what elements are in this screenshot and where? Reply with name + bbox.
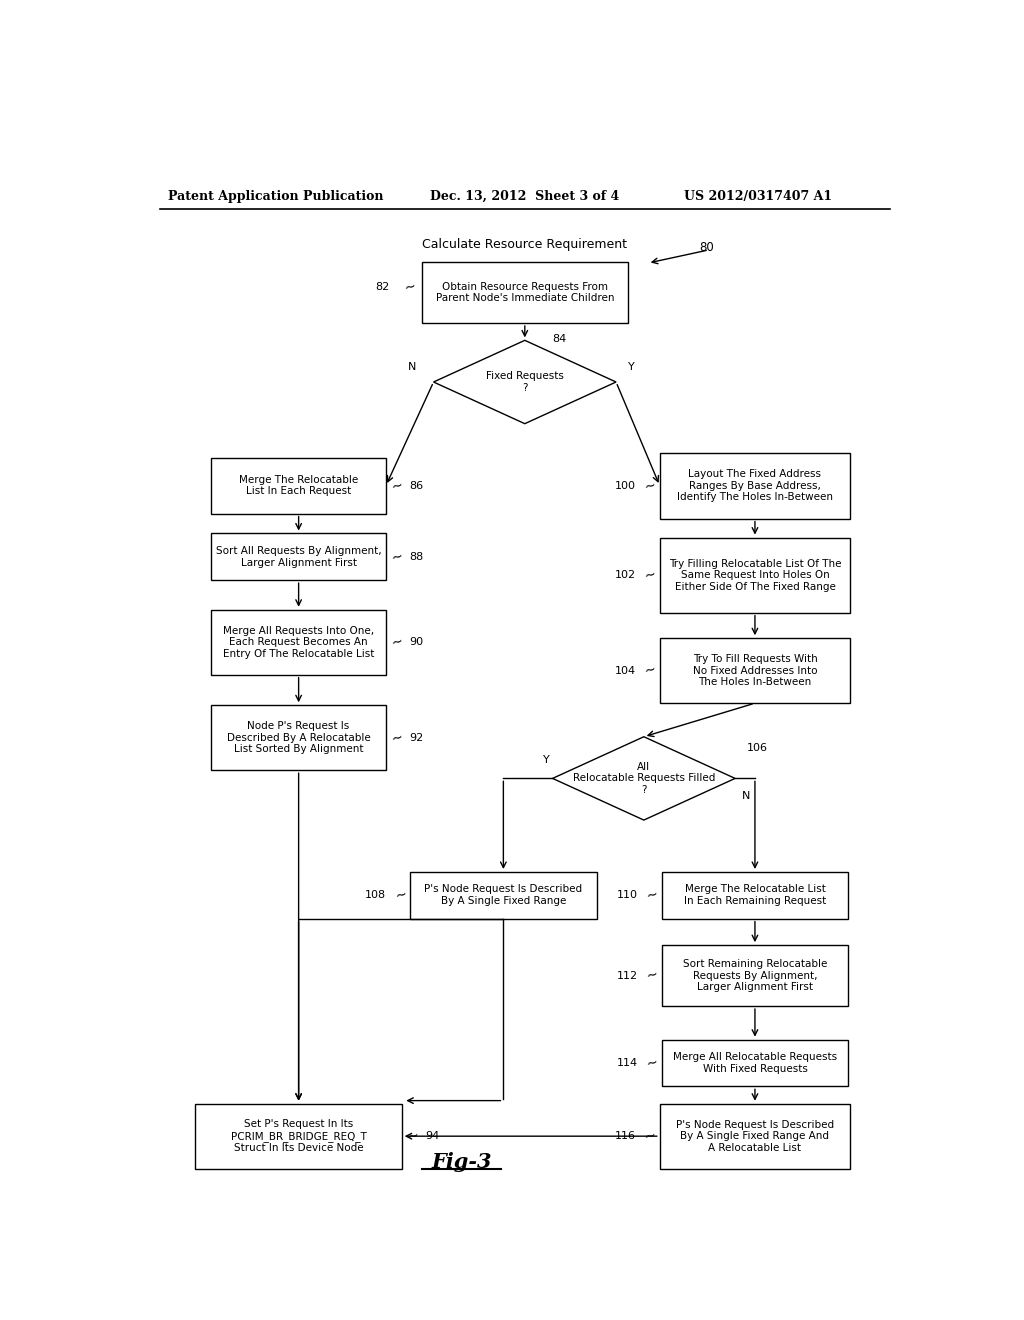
Text: 116: 116 xyxy=(614,1131,636,1142)
Text: ~: ~ xyxy=(389,478,404,494)
Text: Try Filling Relocatable List Of The
Same Request Into Holes On
Either Side Of Th: Try Filling Relocatable List Of The Same… xyxy=(669,558,841,591)
Text: ~: ~ xyxy=(643,478,657,494)
Text: 100: 100 xyxy=(614,480,636,491)
Text: Node P's Request Is
Described By A Relocatable
List Sorted By Alignment: Node P's Request Is Described By A Reloc… xyxy=(226,721,371,754)
Text: P's Node Request Is Described
By A Single Fixed Range And
A Relocatable List: P's Node Request Is Described By A Singl… xyxy=(676,1119,834,1152)
Text: 84: 84 xyxy=(553,334,567,345)
FancyBboxPatch shape xyxy=(211,458,386,513)
Text: Fixed Requests
?: Fixed Requests ? xyxy=(485,371,564,393)
Text: ~: ~ xyxy=(643,663,657,678)
Text: Dec. 13, 2012  Sheet 3 of 4: Dec. 13, 2012 Sheet 3 of 4 xyxy=(430,190,618,202)
Text: Y: Y xyxy=(628,362,635,372)
Text: Merge All Relocatable Requests
With Fixed Requests: Merge All Relocatable Requests With Fixe… xyxy=(673,1052,837,1073)
Text: ~: ~ xyxy=(389,634,404,651)
Text: ~: ~ xyxy=(645,968,659,983)
FancyBboxPatch shape xyxy=(659,1104,850,1168)
Text: Merge All Requests Into One,
Each Request Becomes An
Entry Of The Relocatable Li: Merge All Requests Into One, Each Reques… xyxy=(223,626,375,659)
Text: 92: 92 xyxy=(410,733,424,743)
Text: 80: 80 xyxy=(699,242,714,255)
Text: N: N xyxy=(409,362,417,372)
Text: ~: ~ xyxy=(645,1055,659,1072)
FancyBboxPatch shape xyxy=(411,873,597,919)
Text: Set P's Request In Its
PCRIM_BR_BRIDGE_REQ_T
Struct In Its Device Node: Set P's Request In Its PCRIM_BR_BRIDGE_R… xyxy=(230,1119,367,1154)
FancyBboxPatch shape xyxy=(211,533,386,581)
Text: Sort Remaining Relocatable
Requests By Alignment,
Larger Alignment First: Sort Remaining Relocatable Requests By A… xyxy=(683,960,827,993)
Text: ~: ~ xyxy=(406,1127,420,1144)
Text: Merge The Relocatable List
In Each Remaining Request: Merge The Relocatable List In Each Remai… xyxy=(684,884,826,906)
Text: 112: 112 xyxy=(616,970,638,981)
Text: Calculate Resource Requirement: Calculate Resource Requirement xyxy=(422,239,628,251)
Text: ~: ~ xyxy=(645,887,659,904)
Text: ~: ~ xyxy=(393,887,408,904)
Text: Merge The Relocatable
List In Each Request: Merge The Relocatable List In Each Reque… xyxy=(239,475,358,496)
Text: ~: ~ xyxy=(643,566,657,583)
FancyBboxPatch shape xyxy=(659,537,850,612)
Text: Obtain Resource Requests From
Parent Node's Immediate Children: Obtain Resource Requests From Parent Nod… xyxy=(435,281,614,304)
Text: 114: 114 xyxy=(616,1059,638,1068)
Text: ~: ~ xyxy=(389,549,404,565)
FancyBboxPatch shape xyxy=(211,705,386,771)
Text: 110: 110 xyxy=(616,890,638,900)
Text: 94: 94 xyxy=(426,1131,440,1142)
Text: All
Relocatable Requests Filled
?: All Relocatable Requests Filled ? xyxy=(572,762,715,795)
FancyBboxPatch shape xyxy=(662,945,848,1006)
Text: ~: ~ xyxy=(643,1127,657,1144)
Text: Sort All Requests By Alignment,
Larger Alignment First: Sort All Requests By Alignment, Larger A… xyxy=(216,546,381,568)
Text: Patent Application Publication: Patent Application Publication xyxy=(168,190,383,202)
FancyBboxPatch shape xyxy=(659,638,850,704)
Text: 104: 104 xyxy=(614,665,636,676)
Text: Y: Y xyxy=(543,755,550,766)
FancyBboxPatch shape xyxy=(662,873,848,919)
Text: ~: ~ xyxy=(402,280,417,296)
Text: 106: 106 xyxy=(748,743,768,752)
FancyBboxPatch shape xyxy=(662,1040,848,1086)
Text: Layout The Fixed Address
Ranges By Base Address,
Identify The Holes In-Between: Layout The Fixed Address Ranges By Base … xyxy=(677,469,833,503)
FancyBboxPatch shape xyxy=(659,453,850,519)
Text: 88: 88 xyxy=(410,552,424,562)
Text: US 2012/0317407 A1: US 2012/0317407 A1 xyxy=(684,190,831,202)
Text: 108: 108 xyxy=(366,890,386,900)
Text: 102: 102 xyxy=(614,570,636,579)
FancyBboxPatch shape xyxy=(211,610,386,675)
Text: N: N xyxy=(741,791,750,801)
Text: Try To Fill Requests With
No Fixed Addresses Into
The Holes In-Between: Try To Fill Requests With No Fixed Addre… xyxy=(692,655,817,688)
Text: Fig-3: Fig-3 xyxy=(431,1151,492,1172)
Text: 82: 82 xyxy=(376,282,390,293)
FancyBboxPatch shape xyxy=(196,1104,401,1168)
Text: ~: ~ xyxy=(389,730,404,746)
Text: 86: 86 xyxy=(410,480,424,491)
Text: P's Node Request Is Described
By A Single Fixed Range: P's Node Request Is Described By A Singl… xyxy=(424,884,583,906)
Text: 90: 90 xyxy=(410,638,424,647)
FancyBboxPatch shape xyxy=(422,263,628,323)
